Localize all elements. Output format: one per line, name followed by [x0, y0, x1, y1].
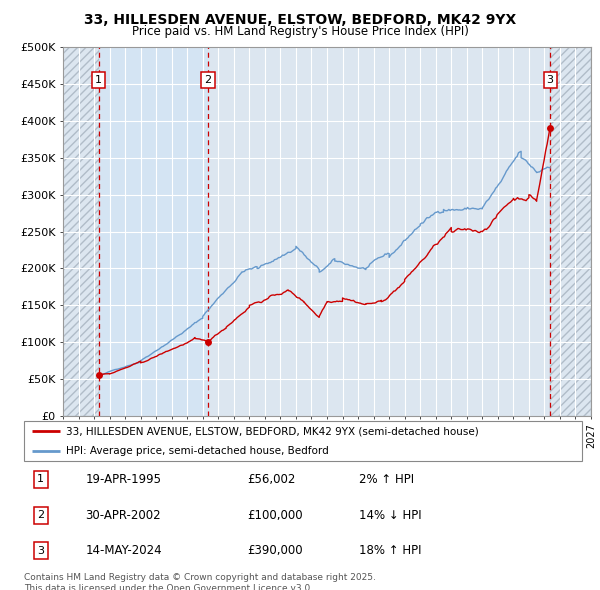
Text: 3: 3 — [37, 546, 44, 556]
Text: 2: 2 — [205, 76, 211, 86]
FancyBboxPatch shape — [24, 421, 582, 461]
Text: £390,000: £390,000 — [247, 545, 303, 558]
Text: Contains HM Land Registry data © Crown copyright and database right 2025.
This d: Contains HM Land Registry data © Crown c… — [24, 573, 376, 590]
Text: £56,002: £56,002 — [247, 473, 296, 486]
Text: 33, HILLESDEN AVENUE, ELSTOW, BEDFORD, MK42 9YX (semi-detached house): 33, HILLESDEN AVENUE, ELSTOW, BEDFORD, M… — [66, 427, 479, 436]
Text: 33, HILLESDEN AVENUE, ELSTOW, BEDFORD, MK42 9YX: 33, HILLESDEN AVENUE, ELSTOW, BEDFORD, M… — [84, 13, 516, 27]
Text: 3: 3 — [547, 76, 554, 86]
Text: Price paid vs. HM Land Registry's House Price Index (HPI): Price paid vs. HM Land Registry's House … — [131, 25, 469, 38]
Bar — [63, 47, 98, 416]
Text: 30-APR-2002: 30-APR-2002 — [85, 509, 161, 522]
Bar — [550, 47, 591, 416]
Text: £100,000: £100,000 — [247, 509, 303, 522]
Text: 1: 1 — [95, 76, 102, 86]
Text: 2: 2 — [37, 510, 44, 520]
Text: 14-MAY-2024: 14-MAY-2024 — [85, 545, 162, 558]
Text: 1: 1 — [37, 474, 44, 484]
Bar — [98, 47, 208, 416]
Text: HPI: Average price, semi-detached house, Bedford: HPI: Average price, semi-detached house,… — [66, 447, 329, 456]
Text: 18% ↑ HPI: 18% ↑ HPI — [359, 545, 421, 558]
Text: 14% ↓ HPI: 14% ↓ HPI — [359, 509, 421, 522]
Text: 19-APR-1995: 19-APR-1995 — [85, 473, 161, 486]
Text: 2% ↑ HPI: 2% ↑ HPI — [359, 473, 414, 486]
